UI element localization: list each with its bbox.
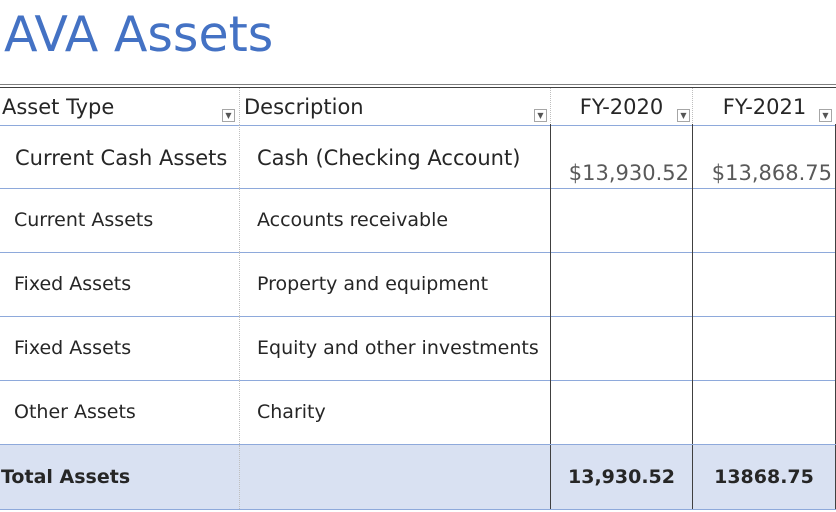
header-fy2020: FY-2020 ▼	[550, 88, 692, 125]
cell-description[interactable]: Equity and other investments	[239, 316, 550, 380]
cell-description[interactable]: Property and equipment	[239, 252, 550, 316]
page-title: AVA Assets	[4, 6, 274, 63]
table-row: Fixed Assets Equity and other investment…	[0, 316, 836, 381]
table-header-row: Asset Type ▼ Description ▼ FY-2020 ▼ FY-…	[0, 87, 836, 126]
cell-fy2020[interactable]	[550, 316, 692, 380]
table-row: Other Assets Charity	[0, 380, 836, 445]
table-row: Current Assets Accounts receivable	[0, 188, 836, 253]
cell-fy2021[interactable]: $13,868.75	[692, 124, 836, 188]
cell-fy2020[interactable]	[550, 380, 692, 444]
cell-asset-type[interactable]: Current Cash Assets	[15, 146, 228, 170]
cell-description[interactable]: Charity	[239, 380, 550, 444]
cell-fy2020[interactable]	[550, 252, 692, 316]
cell-description[interactable]: Accounts receivable	[239, 188, 550, 252]
header-fy2021-label: FY-2021	[722, 94, 807, 119]
filter-dropdown-icon[interactable]: ▼	[222, 109, 235, 122]
filter-dropdown-icon[interactable]: ▼	[677, 109, 690, 122]
cell-description[interactable]: Cash (Checking Account)	[239, 124, 550, 188]
cell-asset-type[interactable]: Current Assets	[14, 209, 154, 231]
header-fy2020-label: FY-2020	[579, 94, 664, 119]
cell-fy2021[interactable]	[692, 380, 836, 444]
cell-fy2021[interactable]	[692, 252, 836, 316]
filter-dropdown-icon[interactable]: ▼	[534, 109, 547, 122]
cell-fy2021[interactable]	[692, 188, 836, 252]
total-fy2020[interactable]: 13,930.52	[550, 445, 692, 509]
cell-fy2021[interactable]	[692, 316, 836, 380]
cell-fy2020[interactable]: $13,930.52	[550, 124, 692, 188]
total-description[interactable]	[239, 445, 550, 509]
filter-dropdown-icon[interactable]: ▼	[819, 109, 832, 122]
cell-fy2020[interactable]	[550, 188, 692, 252]
total-row: Total Assets 13,930.52 13868.75	[0, 444, 836, 510]
total-label[interactable]: Total Assets	[1, 466, 131, 488]
header-fy2021: FY-2021 ▼	[692, 88, 836, 125]
header-description-label: Description	[244, 94, 364, 119]
table-row: Fixed Assets Property and equipment	[0, 252, 836, 317]
cell-asset-type[interactable]: Other Assets	[14, 401, 136, 423]
header-asset-type: Asset Type ▼	[0, 88, 239, 125]
header-description: Description ▼	[239, 88, 550, 125]
cell-asset-type[interactable]: Fixed Assets	[14, 273, 132, 295]
title-divider	[0, 84, 836, 85]
table-row: Current Cash Assets Cash (Checking Accou…	[0, 124, 836, 189]
header-asset-type-label: Asset Type	[2, 94, 115, 119]
total-fy2021[interactable]: 13868.75	[692, 445, 836, 509]
cell-asset-type[interactable]: Fixed Assets	[14, 337, 132, 359]
